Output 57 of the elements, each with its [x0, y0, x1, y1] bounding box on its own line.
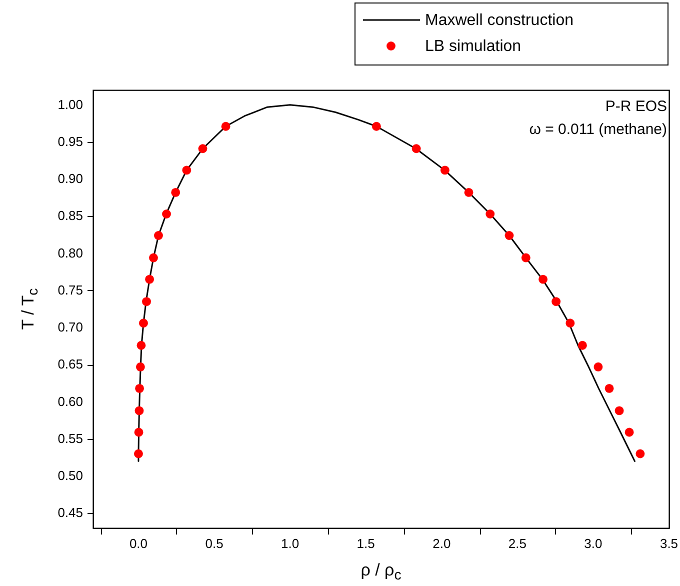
y-tick-label: 0.70: [58, 320, 83, 335]
point: [636, 449, 645, 458]
point: [221, 122, 230, 131]
point: [142, 297, 151, 306]
point: [566, 318, 575, 328]
y-tick-label: 0.55: [58, 430, 83, 446]
point: [504, 231, 514, 240]
point: [134, 428, 144, 437]
legend-label: Maxwell construction: [425, 12, 574, 29]
point: [171, 188, 180, 197]
x-tick-label: 2.0: [432, 536, 451, 551]
point: [149, 253, 158, 262]
x-tick-label: 2.5: [508, 536, 526, 551]
annotation: P-R EOS: [605, 98, 667, 115]
point: [372, 122, 381, 131]
point: [624, 428, 634, 437]
point: [154, 231, 163, 240]
y-tick-label: 0.75: [58, 282, 83, 298]
point: [182, 166, 192, 175]
point: [139, 318, 148, 328]
y-tick-label: 0.95: [58, 134, 83, 149]
point: [538, 274, 548, 284]
y-tick-label: 0.45: [58, 505, 83, 520]
point: [198, 144, 208, 154]
annotation: ω = 0.011 (methane): [529, 121, 667, 138]
point: [521, 253, 530, 262]
point: [614, 406, 624, 416]
y-tick-label: 0.60: [58, 394, 83, 409]
point: [578, 340, 587, 350]
y-tick-label: 1.00: [58, 96, 83, 112]
point: [145, 274, 154, 284]
point: [440, 166, 450, 175]
point: [594, 362, 603, 372]
x-tick-label: 0.5: [205, 536, 224, 551]
point: [136, 362, 145, 372]
point: [464, 188, 474, 197]
point: [135, 384, 144, 393]
point: [604, 384, 614, 393]
x-tick-label: 3.0: [584, 536, 602, 551]
y-tick-label: 0.80: [58, 245, 83, 260]
x-tick-label: 3.5: [660, 536, 678, 551]
x-tick-label: 0.0: [129, 536, 148, 551]
y-tick-label: 0.85: [58, 208, 83, 224]
point: [134, 449, 143, 458]
x-axis-title: ρ / ρ$_{c}$: [360, 560, 402, 584]
y-tick-label: 0.50: [58, 468, 83, 484]
x-tick-label: 1.0: [281, 536, 300, 551]
point: [486, 210, 495, 218]
legend-label: LB simulation: [425, 38, 522, 55]
point: [162, 210, 171, 218]
point: [136, 340, 146, 350]
y-tick-label: 0.90: [58, 171, 83, 186]
point: [412, 144, 421, 154]
x-tick-label: 1.5: [356, 536, 375, 551]
point: [552, 297, 561, 306]
point: [134, 406, 144, 416]
y-tick-label: 0.65: [58, 356, 83, 372]
